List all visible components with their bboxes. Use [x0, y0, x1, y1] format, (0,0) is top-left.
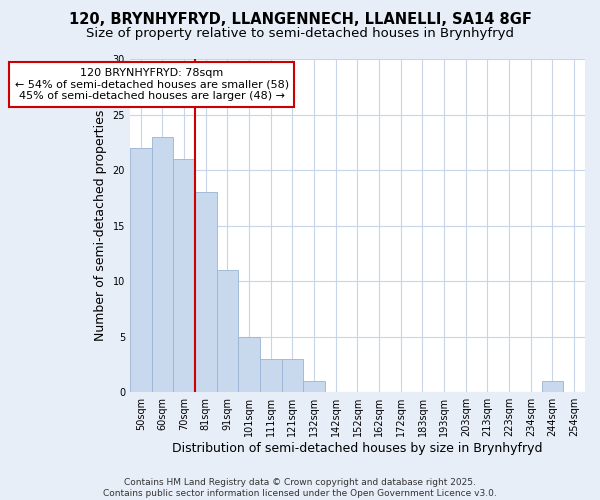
- Bar: [130, 148, 152, 392]
- Bar: [195, 192, 217, 392]
- Text: Contains HM Land Registry data © Crown copyright and database right 2025.
Contai: Contains HM Land Registry data © Crown c…: [103, 478, 497, 498]
- Text: 120 BRYNHYFRYD: 78sqm
← 54% of semi-detached houses are smaller (58)
45% of semi: 120 BRYNHYFRYD: 78sqm ← 54% of semi-deta…: [14, 68, 289, 101]
- Bar: [542, 381, 563, 392]
- Text: 120, BRYNHYFRYD, LLANGENNECH, LLANELLI, SA14 8GF: 120, BRYNHYFRYD, LLANGENNECH, LLANELLI, …: [68, 12, 532, 28]
- Bar: [173, 159, 195, 392]
- Bar: [217, 270, 238, 392]
- Bar: [260, 359, 281, 392]
- Bar: [303, 381, 325, 392]
- X-axis label: Distribution of semi-detached houses by size in Brynhyfryd: Distribution of semi-detached houses by …: [172, 442, 543, 455]
- Bar: [152, 136, 173, 392]
- Y-axis label: Number of semi-detached properties: Number of semi-detached properties: [94, 110, 107, 342]
- Text: Size of property relative to semi-detached houses in Brynhyfryd: Size of property relative to semi-detach…: [86, 28, 514, 40]
- Bar: [238, 336, 260, 392]
- Bar: [281, 359, 303, 392]
